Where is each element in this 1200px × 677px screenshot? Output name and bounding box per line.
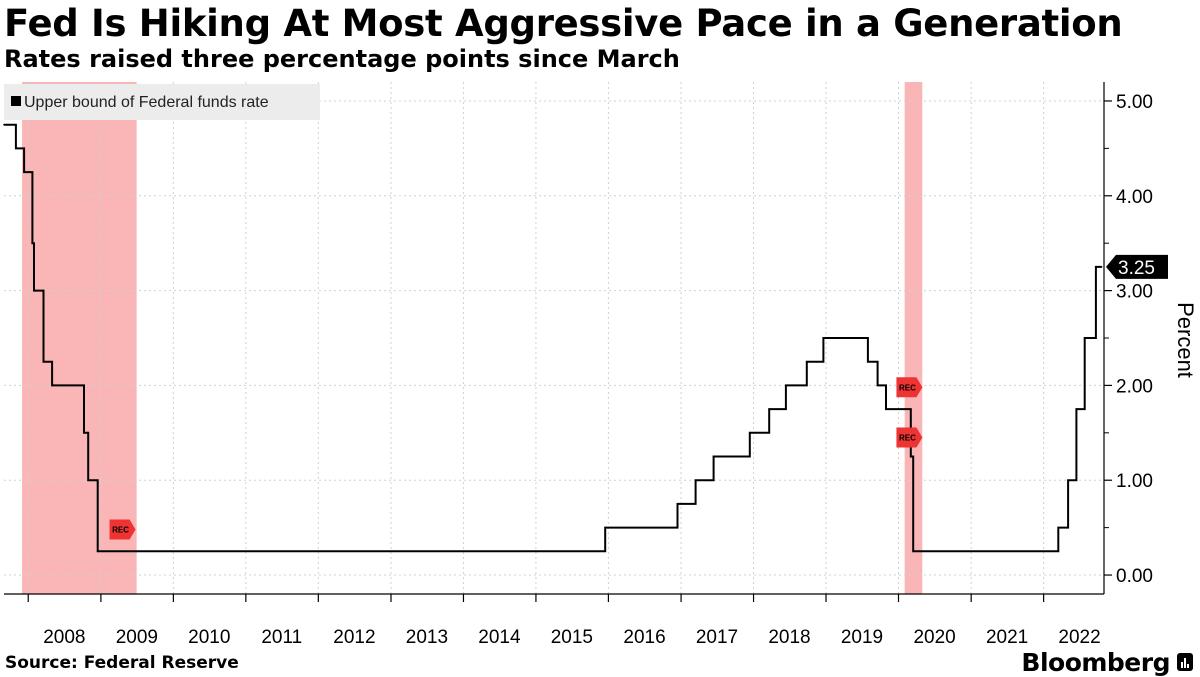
data-point — [96, 550, 99, 553]
y-tick-label: 5.00 — [1116, 92, 1153, 113]
rec-markers: REC REC REC — [109, 377, 923, 540]
data-point — [805, 360, 808, 363]
data-point — [83, 432, 85, 434]
bloomberg-logo: Bloomberg — [1021, 648, 1170, 677]
x-tick-label: 2013 — [406, 627, 448, 648]
x-axis-ticks: 2008 2009 2010 2011 2012 2013 2014 2015 2016 2017… — [27, 594, 1101, 648]
data-point — [876, 384, 879, 387]
data-point — [910, 455, 912, 458]
x-tick-label: 2009 — [116, 627, 158, 648]
bloomberg-chart-icon — [1177, 653, 1193, 671]
data-point — [31, 242, 34, 244]
data-point — [694, 479, 697, 482]
data-point — [768, 408, 771, 410]
data-point — [42, 360, 45, 363]
rec-marker-3: REC — [896, 427, 923, 448]
legend-swatch — [11, 96, 21, 106]
x-tick-label: 2014 — [478, 627, 521, 648]
rec-marker-label: REC — [899, 383, 916, 392]
data-point — [33, 289, 35, 292]
rec-marker-1: REC — [109, 519, 136, 540]
data-point — [785, 384, 787, 387]
series-line-1 — [4, 123, 1102, 553]
recession-band-2 — [904, 82, 923, 594]
rec-marker-shape — [109, 519, 136, 540]
y-tick-label: 0.00 — [1116, 566, 1153, 587]
data-point — [15, 147, 17, 150]
data-point — [3, 123, 5, 126]
chart-title: Fed Is Hiking At Most Aggressive Pace in… — [4, 2, 1123, 45]
grid-lines — [4, 82, 1104, 594]
data-point — [748, 432, 751, 434]
y-tick-label: 3.00 — [1116, 282, 1153, 303]
y-tick-label: 2.00 — [1116, 376, 1153, 397]
data-point — [1057, 526, 1060, 529]
data-point — [867, 360, 869, 363]
data-point — [712, 455, 715, 458]
rec-marker-label: REC — [112, 526, 129, 535]
x-tick-label: 2017 — [696, 627, 738, 648]
chart-subtitle: Rates raised three percentage points sin… — [4, 45, 680, 73]
last-value-box — [1106, 254, 1168, 279]
rec-marker-shape — [896, 427, 923, 448]
rec-marker-2: REC — [896, 377, 923, 398]
series-group — [3, 123, 1103, 553]
y-tick-label: 4.00 — [1116, 187, 1153, 208]
data-point — [1100, 266, 1103, 268]
x-tick-label: 2019 — [841, 627, 883, 648]
x-tick-label: 2022 — [1058, 627, 1100, 648]
data-point — [23, 171, 25, 173]
data-point — [1075, 408, 1078, 410]
source-note: Source: Federal Reserve — [5, 653, 239, 673]
data-point — [1095, 266, 1097, 268]
x-tick-label: 2016 — [623, 627, 665, 648]
x-tick-label: 2021 — [986, 627, 1028, 648]
y-axis-ticks: 0.00 1.00 2.00 3.00 4.00 5.00 — [1104, 92, 1153, 587]
x-tick-label: 2008 — [43, 627, 85, 648]
last-value-label: 3.25 — [1118, 258, 1155, 279]
recession-band-1 — [22, 82, 137, 594]
data-point — [676, 503, 679, 505]
recession-bands — [22, 82, 923, 594]
legend-box — [4, 84, 320, 120]
x-tick-label: 2012 — [333, 627, 375, 648]
y-axis-label: Percent — [1173, 302, 1198, 378]
rec-marker-label: REC — [899, 434, 916, 443]
data-point — [1067, 479, 1069, 482]
x-tick-label: 2010 — [188, 627, 230, 648]
data-point — [912, 550, 914, 553]
x-tick-label: 2018 — [768, 627, 810, 648]
y-tick-label: 1.00 — [1116, 471, 1153, 492]
data-point — [51, 384, 53, 387]
legend-label: Upper bound of Federal funds rate — [24, 94, 269, 111]
last-value-tag: 3.25 — [1106, 254, 1168, 279]
x-tick-label: 2011 — [261, 627, 302, 648]
legend: Upper bound of Federal funds rate — [4, 84, 320, 120]
data-point — [885, 408, 887, 410]
data-point — [1083, 337, 1086, 339]
plot-frame — [4, 82, 1105, 595]
x-tick-label: 2020 — [913, 627, 955, 648]
rec-marker-shape — [896, 377, 923, 398]
x-tick-label: 2015 — [551, 627, 593, 648]
data-point — [604, 526, 607, 529]
data-point — [87, 479, 89, 482]
data-point — [822, 337, 825, 339]
